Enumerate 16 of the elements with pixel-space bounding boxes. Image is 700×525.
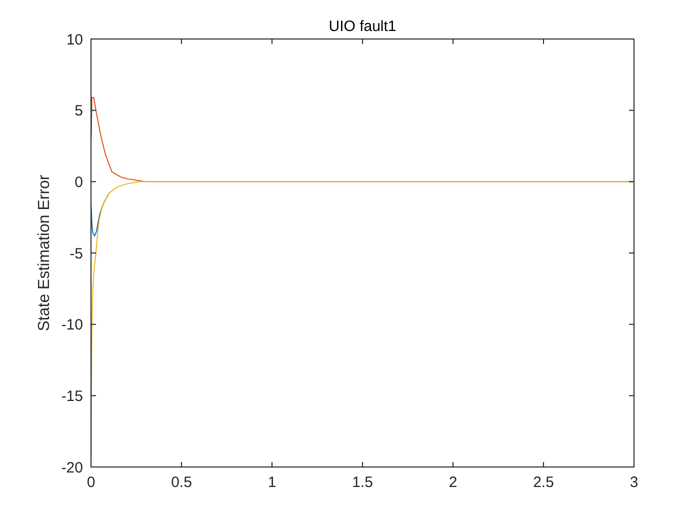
y-tick-label: -15 (61, 388, 83, 405)
chart-title: UIO fault1 (328, 18, 396, 35)
y-tick-label: 0 (74, 174, 83, 191)
y-axis-title: State Estimation Error (36, 174, 53, 332)
x-tick-label: 2 (448, 474, 458, 491)
x-tick-label: 0.5 (171, 474, 192, 491)
y-tick-label: 5 (74, 102, 83, 120)
x-tick-label: 2.5 (533, 474, 554, 491)
x-tick-label: 0 (86, 474, 96, 491)
y-tick-label: -5 (70, 245, 83, 262)
y-tick-label: -20 (61, 459, 83, 476)
x-tick-label: 1 (268, 474, 276, 491)
x-tick-label: 1.5 (352, 474, 373, 491)
y-tick-label: 10 (66, 31, 83, 48)
x-tick-label: 3 (630, 474, 638, 491)
y-tick-label: -10 (61, 316, 83, 334)
